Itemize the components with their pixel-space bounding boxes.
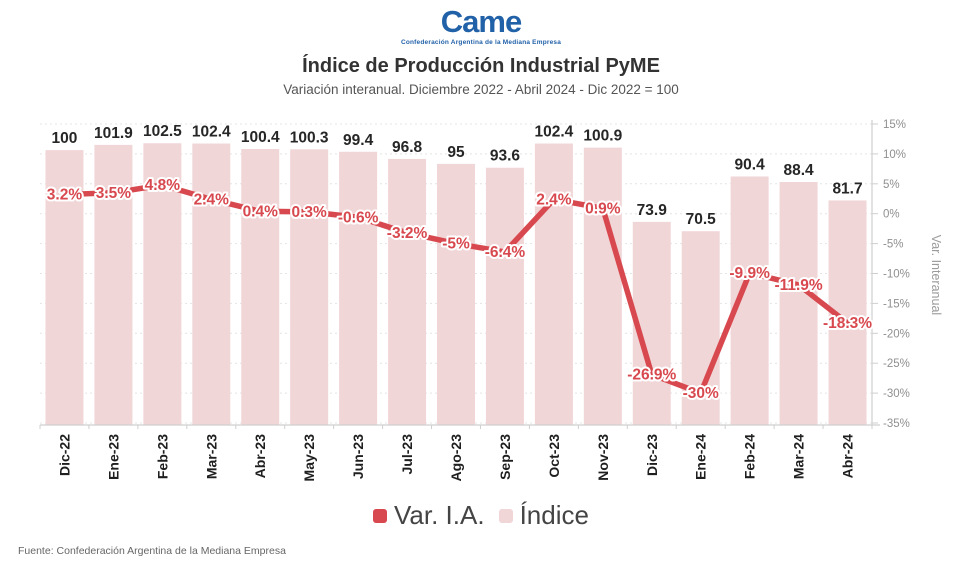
var-ia-point-label: 0.4% <box>243 203 279 220</box>
index-bar-label: 95 <box>447 144 465 161</box>
var-ia-point-label: -3.2% <box>387 225 428 242</box>
x-axis-label-Dic-23: Dic-23 <box>644 434 660 476</box>
x-axis-label-Feb-24: Feb-24 <box>742 434 758 479</box>
x-axis-label-Jul-23: Jul-23 <box>399 434 415 475</box>
right-axis-tick-label: -5% <box>883 239 903 251</box>
index-bar-Mar-23 <box>192 143 231 425</box>
var-ia-point-label: -0.6% <box>338 209 379 226</box>
index-bar-Mar-24 <box>779 182 818 425</box>
chart-legend: Var. I.A. Índice <box>0 500 962 531</box>
right-axis-tick-label: -25% <box>883 358 910 370</box>
var-ia-marker-icon <box>373 508 388 523</box>
x-axis-label-May-23: May-23 <box>301 434 317 482</box>
legend-label-var-ia: Var. I.A. <box>394 500 485 530</box>
index-bar-label: 99.4 <box>343 132 374 149</box>
index-bar-Jun-23 <box>339 151 378 425</box>
index-bar-Sep-23 <box>485 167 524 425</box>
var-ia-point-label: 3.2% <box>47 187 83 204</box>
index-bar-label: 70.5 <box>686 211 717 228</box>
x-axis-label-Oct-23: Oct-23 <box>546 434 562 478</box>
index-bar-label: 100.9 <box>583 128 622 145</box>
index-bar-Jul-23 <box>388 158 427 425</box>
right-axis-tick-label: 0% <box>883 209 900 221</box>
right-axis-tick-label: 5% <box>883 179 900 191</box>
index-bar-label: 73.9 <box>637 202 668 219</box>
var-ia-point-label: -26.9% <box>627 367 676 384</box>
var-ia-point-label: -30% <box>683 385 719 402</box>
x-axis-label-Mar-24: Mar-24 <box>791 434 807 479</box>
x-axis-label-Mar-23: Mar-23 <box>203 434 219 479</box>
index-bar-label: 88.4 <box>784 162 815 179</box>
right-axis-tick-label: 15% <box>883 119 906 131</box>
right-axis-tick-label: -20% <box>883 328 910 340</box>
index-bar-Oct-23 <box>534 143 573 425</box>
var-ia-point-label: 3.5% <box>96 185 132 202</box>
right-axis-tick-label: 10% <box>883 149 906 161</box>
page-title: Índice de Producción Industrial PyME <box>302 55 660 77</box>
var-ia-point-label: -5% <box>442 236 470 253</box>
var-ia-point-label: -9.9% <box>729 265 770 282</box>
index-bar-Nov-23 <box>583 147 622 425</box>
right-axis-tick-label: -30% <box>883 388 910 400</box>
index-bar-label: 100.3 <box>290 129 329 146</box>
legend-label-indice: Índice <box>519 500 589 530</box>
var-ia-point-label: -6.4% <box>485 244 526 261</box>
index-bar-label: 102.4 <box>192 124 231 141</box>
index-bar-label: 100.4 <box>241 129 280 146</box>
var-ia-point-label: 2.4% <box>194 191 230 208</box>
var-ia-point-label: 0.3% <box>292 204 328 221</box>
right-axis-tick-label: -10% <box>883 269 910 281</box>
right-axis-tick-label: -35% <box>883 418 910 430</box>
x-axis-label-Abr-23: Abr-23 <box>252 434 268 479</box>
x-axis-label-Feb-23: Feb-23 <box>154 434 170 479</box>
index-bar-label: 90.4 <box>735 157 766 174</box>
var-ia-point-label: 4.8% <box>145 177 181 194</box>
x-axis-label-Nov-23: Nov-23 <box>595 434 611 481</box>
index-bar-Abr-23 <box>241 149 280 425</box>
chart-header: Came Confederación Argentina de la Media… <box>0 6 962 97</box>
index-bar-May-23 <box>290 149 329 425</box>
index-bar-label: 101.9 <box>94 125 133 142</box>
right-axis-title: Var. Interanual <box>929 235 943 315</box>
var-ia-line <box>61 182 851 396</box>
var-ia-point-label: -18.3% <box>823 315 872 332</box>
index-bar-label: 100 <box>52 130 78 147</box>
chart-area: 100 101.9 102.5 102.4 100.4 100.3 99.4 96.8 95 93… <box>0 112 962 496</box>
var-ia-point-label: 2.4% <box>536 191 572 208</box>
page-subtitle: Variación interanual. Diciembre 2022 - A… <box>283 82 679 97</box>
legend-item-indice: Índice <box>498 500 589 531</box>
source-note: Fuente: Confederación Argentina de la Me… <box>18 545 286 557</box>
index-bar-label: 96.8 <box>392 139 423 156</box>
legend-item-var-ia: Var. I.A. <box>373 500 485 531</box>
industrial-production-chart: 100 101.9 102.5 102.4 100.4 100.3 99.4 96.8 95 93… <box>39 119 943 482</box>
x-axis-label-Ene-23: Ene-23 <box>105 434 121 480</box>
x-axis-label-Jun-23: Jun-23 <box>350 434 366 479</box>
x-axis-label-Abr-24: Abr-24 <box>840 434 856 479</box>
x-axis-label-Dic-22: Dic-22 <box>56 434 72 476</box>
var-ia-point-label: -11.9% <box>774 277 822 294</box>
came-logo: Came <box>440 4 522 39</box>
x-axis-label-Ene-24: Ene-24 <box>693 434 709 480</box>
x-axis-label-Ago-23: Ago-23 <box>448 434 464 482</box>
index-bar-Ago-23 <box>437 163 475 425</box>
var-ia-point-label: 0.9% <box>585 200 621 217</box>
index-bar-label: 81.7 <box>832 180 862 197</box>
index-bar-label: 93.6 <box>490 148 521 165</box>
indice-marker-icon <box>498 508 513 523</box>
right-axis-tick-label: -15% <box>883 298 910 310</box>
index-bar-label: 102.4 <box>534 124 573 141</box>
index-bar-label: 102.5 <box>143 123 182 140</box>
x-axis-label-Sep-23: Sep-23 <box>497 434 513 480</box>
came-logo-caption: Confederación Argentina de la Mediana Em… <box>400 39 562 46</box>
